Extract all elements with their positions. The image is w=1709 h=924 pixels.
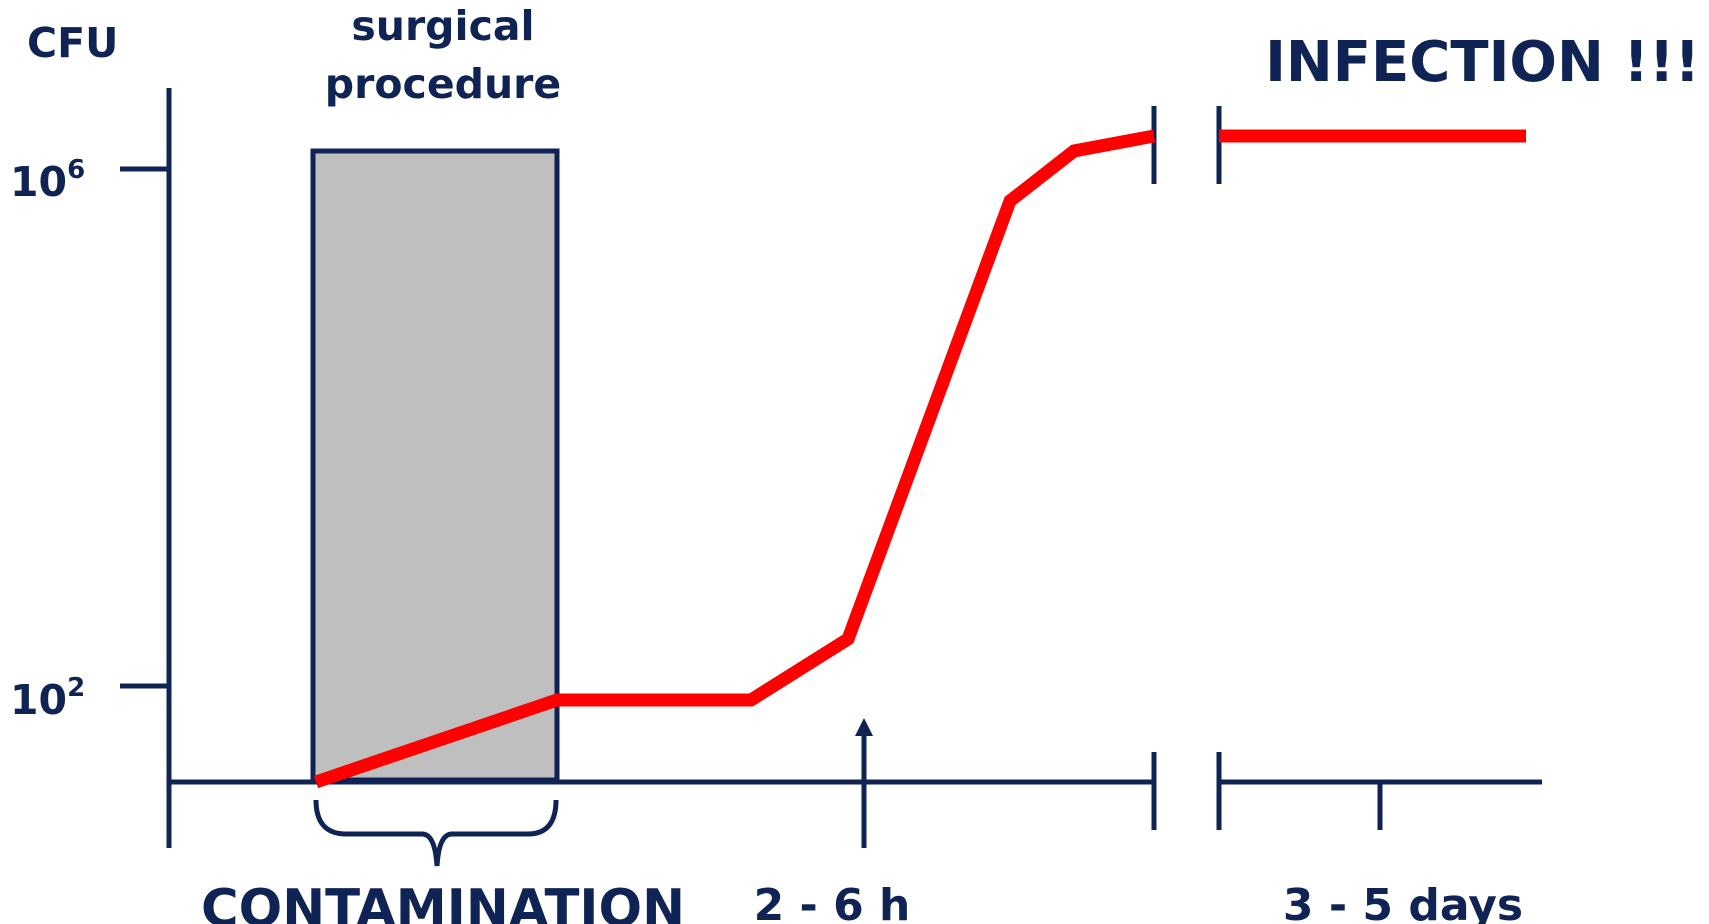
surgical-procedure-box xyxy=(310,148,560,783)
procedure-label-line1: surgical xyxy=(351,2,534,50)
late-window-label: 3 - 5 days xyxy=(1283,880,1523,924)
early-window-label: 2 - 6 h xyxy=(754,880,911,924)
procedure-label-line2: procedure xyxy=(325,60,561,108)
y-tick-label-10-2: 102 xyxy=(10,673,85,724)
y-axis-unit-label: CFU xyxy=(27,19,118,67)
y-tick-label-10-6: 106 xyxy=(10,155,85,206)
infection-label: INFECTION !!! xyxy=(1265,30,1700,95)
bacterial-growth-curve xyxy=(313,129,1156,789)
contamination-label: CONTAMINATION xyxy=(201,879,685,924)
up-arrow-icon xyxy=(855,718,873,736)
contamination-brace xyxy=(313,799,559,867)
